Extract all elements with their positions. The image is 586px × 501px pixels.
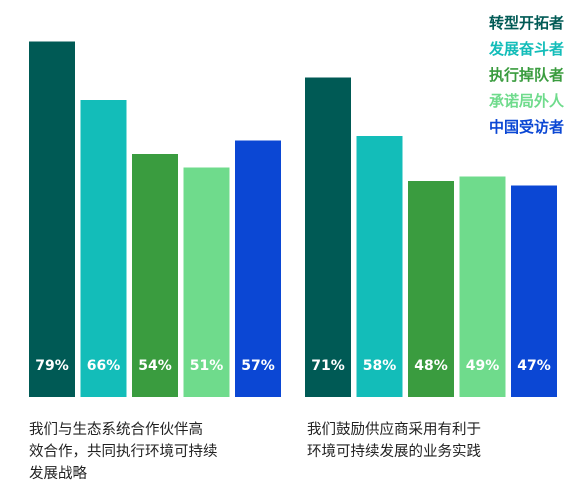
group-1-caption-line-1: 我们与生态系统合作伙伴高 (29, 422, 203, 438)
bar-label-group2-series2: 58% (363, 358, 397, 374)
bar-group2-series3 (408, 181, 454, 397)
bar-group1-series5 (235, 140, 281, 397)
bar-group2-series4 (459, 176, 506, 397)
bar-label-group2-series4: 49% (466, 358, 500, 374)
legend-item-china-respondents: 中国受访者 (488, 118, 564, 136)
group-1-caption-line-3: 发展战略 (29, 466, 87, 482)
legend: 转型开拓者 发展奋斗者 执行掉队者 承诺局外人 中国受访者 (489, 10, 564, 140)
bar-label-group1-series4: 51% (190, 358, 224, 374)
bar-label-group2-series1: 71% (311, 358, 345, 374)
bar-label-group1-series5: 57% (241, 358, 275, 374)
bar-group1-series3 (132, 154, 178, 397)
bar-label-group1-series2: 66% (87, 358, 121, 374)
legend-item-transformation-pioneers: 转型开拓者 (488, 14, 564, 32)
bar-group2-series1 (305, 77, 351, 397)
bar-label-group2-series5: 47% (517, 358, 551, 374)
legend-item-development-strivers: 发展奋斗者 (488, 40, 564, 58)
group-1-caption: 我们与生态系统合作伙伴高 效合作，共同执行环境可持续 发展战略 (29, 419, 218, 485)
bar-group1-series1 (29, 41, 75, 397)
legend-item-execution-laggards: 执行掉队者 (488, 66, 564, 84)
bar-label-group2-series3: 48% (414, 358, 448, 374)
bar-label-group1-series3: 54% (138, 358, 172, 374)
legend-item-commitment-outsiders: 承诺局外人 (488, 92, 564, 110)
bar-group1-series4 (183, 167, 230, 397)
group-2-caption-line-2: 环境可持续发展的业务实践 (307, 444, 481, 460)
bar-group2-series2 (356, 136, 403, 397)
group-2-caption: 我们鼓励供应商采用有利于 环境可持续发展的业务实践 (307, 419, 481, 463)
bar-group1-series2 (80, 100, 127, 397)
group-2-caption-line-1: 我们鼓励供应商采用有利于 (307, 422, 481, 438)
group-1-caption-line-2: 效合作，共同执行环境可持续 (29, 444, 218, 460)
bar-group2-series5 (511, 185, 557, 397)
bar-label-group1-series1: 79% (35, 358, 69, 374)
